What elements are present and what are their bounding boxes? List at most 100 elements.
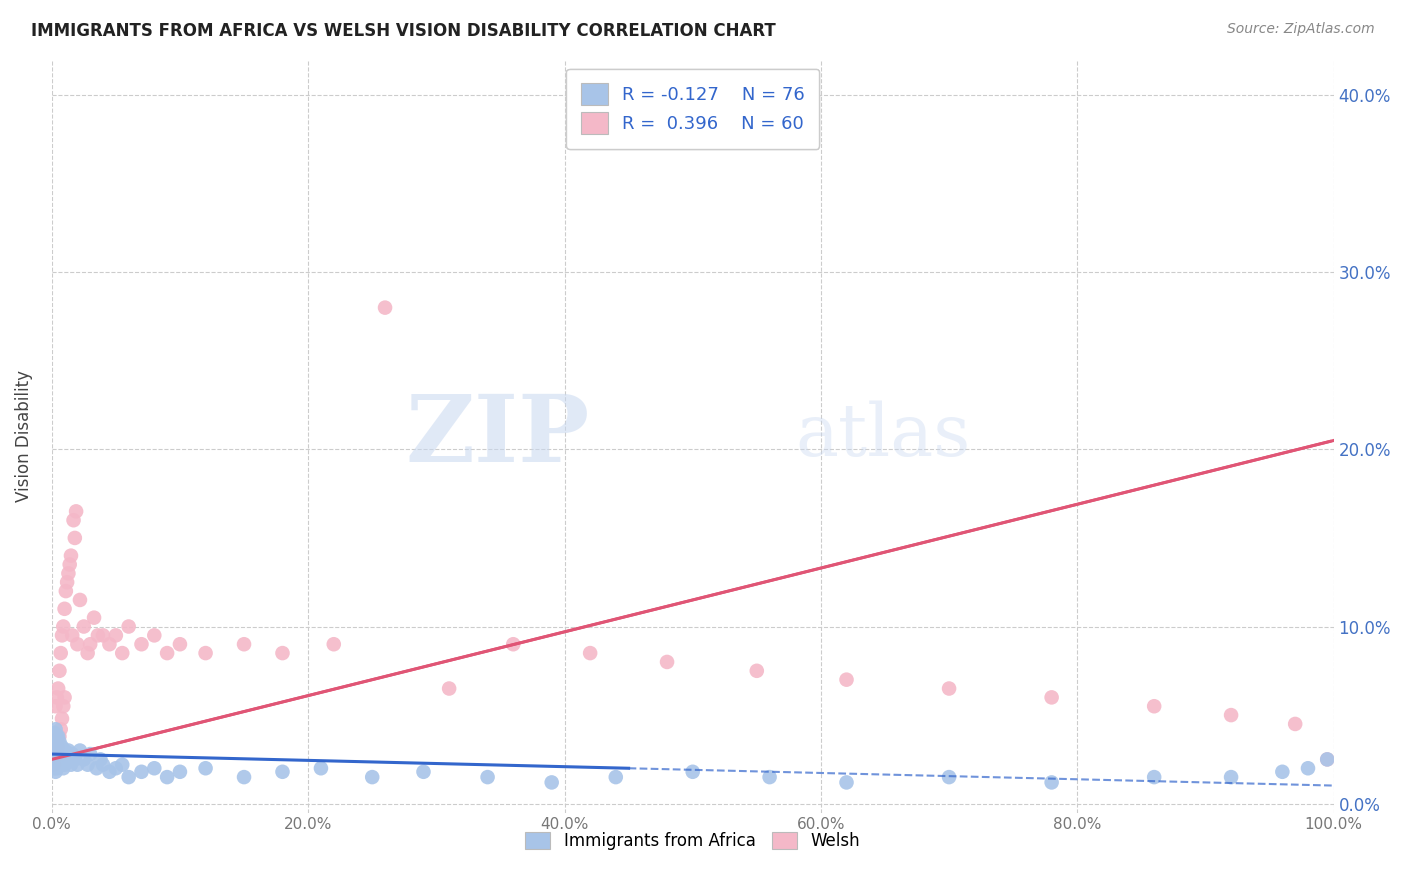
Point (59, 752, 82, 766)
Point (60, 628, 83, 642)
Point (53, 743, 76, 757)
Point (91, 628, 114, 642)
Point (45, 699, 67, 714)
Point (49, 646, 72, 660)
Point (55, 584, 77, 599)
Point (63, 752, 86, 766)
Point (131, 637, 153, 651)
Point (48, 743, 70, 757)
Point (52, 761, 75, 775)
Point (104, 761, 127, 775)
Point (46, 747, 69, 761)
Point (42, 739, 65, 754)
Point (42, 752, 65, 766)
Point (59, 757, 82, 772)
Point (73, 619, 96, 633)
Point (233, 637, 256, 651)
Point (1220, 708, 1243, 723)
Point (60, 747, 83, 761)
Point (48, 730, 70, 744)
Point (79, 747, 101, 761)
Point (59, 558, 82, 572)
Point (46, 739, 69, 754)
Point (44, 761, 66, 775)
Point (65, 504, 87, 518)
Point (53, 690, 76, 705)
Point (69, 743, 91, 757)
Point (143, 628, 166, 642)
Point (46, 757, 69, 772)
Point (605, 770, 627, 784)
Point (374, 301, 396, 315)
Point (655, 655, 678, 669)
Point (1143, 699, 1166, 714)
Point (1220, 770, 1243, 784)
Point (745, 664, 768, 678)
Text: atlas: atlas (796, 401, 970, 471)
Point (48, 734, 70, 748)
Point (56, 575, 79, 590)
Point (98, 764, 121, 779)
Point (49, 747, 72, 761)
Text: IMMIGRANTS FROM AFRICA VS WELSH VISION DISABILITY CORRELATION CHART: IMMIGRANTS FROM AFRICA VS WELSH VISION D… (31, 22, 776, 40)
Point (59, 549, 82, 563)
Point (48, 752, 70, 766)
Point (49, 723, 72, 737)
Point (1296, 761, 1319, 775)
Point (111, 646, 134, 660)
Point (45, 723, 67, 737)
Point (48, 664, 70, 678)
Point (45, 743, 67, 757)
Point (89, 752, 111, 766)
Point (52, 699, 75, 714)
Point (111, 757, 134, 772)
Point (51, 752, 73, 766)
Point (46, 739, 69, 754)
Point (412, 764, 434, 779)
Point (44, 743, 66, 757)
Point (46, 681, 69, 696)
Legend: R = -0.127    N = 76, R =  0.396    N = 60: R = -0.127 N = 76, R = 0.396 N = 60 (567, 69, 820, 149)
Point (44, 752, 66, 766)
Point (540, 775, 562, 789)
Point (91, 757, 114, 772)
Point (104, 628, 127, 642)
Point (271, 646, 294, 660)
Point (1284, 717, 1306, 731)
Point (66, 757, 89, 772)
Point (45, 752, 67, 766)
Point (156, 770, 179, 784)
Point (87, 628, 110, 642)
Point (76, 646, 98, 660)
Point (66, 637, 89, 651)
Point (169, 637, 191, 651)
Point (1143, 770, 1166, 784)
Point (46, 730, 69, 744)
Point (1271, 764, 1294, 779)
Point (682, 764, 704, 779)
Point (194, 761, 217, 775)
Point (51, 628, 73, 642)
Y-axis label: Vision Disability: Vision Disability (15, 370, 32, 502)
Text: Source: ZipAtlas.com: Source: ZipAtlas.com (1227, 22, 1375, 37)
Point (42, 752, 65, 766)
Point (69, 593, 91, 607)
Point (938, 770, 960, 784)
Point (52, 747, 75, 761)
Point (502, 637, 524, 651)
Point (143, 761, 166, 775)
Point (42, 757, 65, 772)
Point (83, 610, 105, 624)
Point (44, 726, 66, 740)
Point (86, 761, 108, 775)
Point (45, 764, 67, 779)
Point (477, 770, 499, 784)
Point (98, 637, 121, 651)
Point (58, 743, 80, 757)
Point (1040, 690, 1063, 705)
Point (309, 761, 332, 775)
Point (76, 757, 98, 772)
Point (79, 637, 101, 651)
Point (271, 764, 294, 779)
Point (233, 770, 256, 784)
